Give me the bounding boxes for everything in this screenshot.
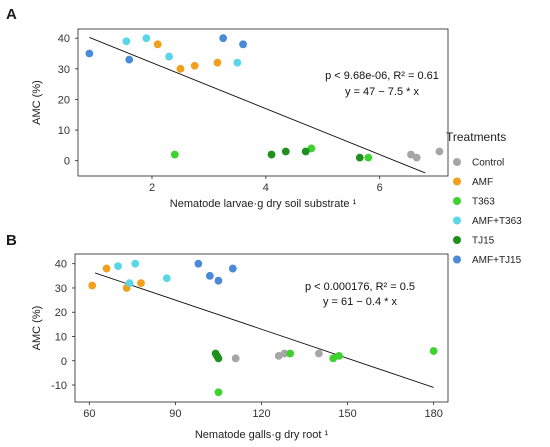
point-amf-t363 — [165, 52, 173, 61]
point-tj15 — [355, 153, 364, 162]
point-control — [280, 349, 289, 358]
point-amf-t363 — [233, 58, 242, 67]
point-amf-tj15 — [85, 49, 94, 58]
point-control — [314, 349, 323, 358]
point-tj15 — [301, 147, 310, 156]
legend-swatch-amf — [453, 177, 461, 186]
y-tick-label: 40 — [55, 259, 67, 271]
legend-label-t363: T363 — [472, 197, 495, 208]
point-amf — [213, 58, 222, 67]
point-amf-t363 — [131, 259, 140, 268]
point-control — [435, 147, 444, 156]
equation-annotation: y = 61 − 0.4 * x — [323, 296, 397, 308]
x-tick-label: 150 — [338, 408, 356, 420]
legend: Treatments Control AMF T363 AMF+T363 TJ15 AMF… — [446, 130, 522, 266]
point-amf-tj15 — [228, 264, 237, 273]
point-amf — [176, 64, 185, 73]
point-amf — [137, 279, 145, 288]
x-tick-label: 6 — [377, 182, 383, 194]
stats-annotation: p < 0.000176, R² = 0.5 — [305, 281, 415, 293]
panel-letter-a: A — [6, 6, 17, 23]
point-t363 — [170, 150, 179, 159]
point-t363 — [214, 388, 223, 397]
x-tick-label: 60 — [83, 408, 95, 420]
x-tick-label: 2 — [149, 182, 155, 194]
point-amf-t363 — [142, 34, 151, 43]
legend-title: Treatments — [446, 130, 506, 144]
panel-a-chart: 2 4 6 0 10 20 30 40 Nematode larvae·g dry soil s… — [31, 28, 449, 210]
point-amf-t363 — [162, 274, 171, 283]
point-control — [412, 153, 421, 162]
y-tick-label: 30 — [58, 64, 70, 76]
point-amf — [153, 40, 162, 49]
point-control — [231, 354, 240, 363]
regression-line — [89, 37, 426, 174]
point-amf — [88, 281, 97, 290]
regression-line — [94, 272, 434, 388]
panel-letter-b: B — [6, 232, 17, 249]
x-tick-label: 4 — [263, 182, 269, 194]
point-amf-tj15 — [205, 271, 214, 280]
panel-b-chart: 60 90 120 150 180 -10 0 10 20 30 40 Nematode galls·… — [31, 253, 449, 441]
y-tick-label: 0 — [64, 156, 70, 168]
legend-swatch-t363 — [453, 197, 461, 205]
point-tj15 — [281, 147, 290, 156]
y-tick-label: 20 — [55, 307, 67, 319]
y-tick-label: 10 — [55, 331, 67, 343]
point-amf-t363 — [125, 279, 134, 288]
point-amf — [190, 61, 199, 70]
point-control — [407, 150, 415, 159]
legend-label-amf: AMF — [472, 177, 493, 188]
point-amf-tj15 — [194, 259, 203, 268]
y-tick-label: 30 — [55, 283, 67, 295]
point-amf-tj15 — [214, 276, 223, 285]
point-tj15 — [214, 354, 223, 363]
y-tick-label: 0 — [61, 356, 67, 368]
point-t363 — [335, 352, 343, 360]
x-axis-label: Nematode larvae·g dry soil substrate ¹ — [170, 198, 357, 210]
point-t363 — [286, 349, 295, 358]
y-axis-label: AMC (%) — [31, 80, 43, 125]
legend-label-amf-tj15: AMF+TJ15 — [472, 255, 522, 266]
point-t363 — [429, 347, 438, 355]
y-tick-label: 40 — [58, 33, 70, 45]
point-tj15 — [267, 150, 276, 159]
y-tick-label: 20 — [58, 94, 70, 106]
legend-swatch-amf-tj15 — [453, 255, 461, 264]
legend-label-tj15: TJ15 — [472, 236, 495, 247]
legend-swatch-control — [453, 158, 461, 166]
legend-swatch-tj15 — [453, 236, 461, 244]
point-amf-t363 — [122, 37, 131, 46]
legend-label-control: Control — [472, 158, 504, 169]
x-tick-label: 120 — [252, 408, 270, 420]
x-tick-label: 180 — [424, 408, 442, 420]
x-axis-label: Nematode galls·g dry root ¹ — [195, 429, 329, 441]
y-axis-label: AMC (%) — [31, 306, 43, 351]
point-t363 — [307, 144, 316, 153]
point-amf-tj15 — [125, 55, 134, 64]
stats-annotation: p < 9.68e-06, R² = 0.61 — [325, 70, 439, 82]
point-amf-t363 — [114, 262, 122, 271]
legend-label-amf-t363: AMF+T363 — [472, 216, 522, 227]
y-tick-label: 10 — [58, 125, 70, 137]
point-amf — [102, 264, 111, 273]
point-t363 — [364, 153, 373, 162]
point-amf-tj15 — [219, 34, 228, 43]
panel-b-frame — [74, 253, 449, 403]
legend-swatch-amf-t363 — [453, 216, 461, 225]
point-amf-tj15 — [239, 40, 247, 49]
x-tick-label: 90 — [169, 408, 181, 420]
equation-annotation: y = 47 − 7.5 * x — [345, 86, 419, 98]
y-tick-label: -10 — [51, 380, 67, 392]
panel-a-frame — [77, 28, 449, 177]
